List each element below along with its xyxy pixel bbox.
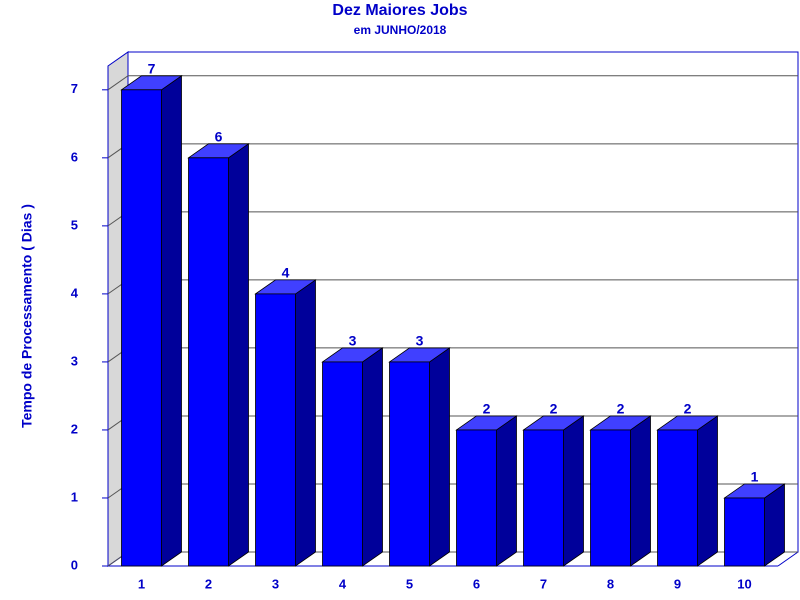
bar-face xyxy=(389,361,430,567)
bar xyxy=(321,347,384,567)
x-tick-label: 7 xyxy=(540,576,547,591)
bar-face xyxy=(697,415,718,567)
value-label: 1 xyxy=(751,469,759,485)
bar-face xyxy=(456,429,497,567)
x-tick-label: 4 xyxy=(339,576,347,591)
bar-face xyxy=(255,293,296,567)
y-tick-label: 4 xyxy=(71,285,79,300)
bar xyxy=(388,347,451,567)
bar xyxy=(589,415,652,567)
bar-face xyxy=(322,361,363,567)
y-tick-label: 2 xyxy=(71,421,78,436)
bar-face xyxy=(295,279,316,567)
bar-face xyxy=(188,157,229,567)
y-tick-label: 6 xyxy=(71,149,78,164)
bar xyxy=(455,415,518,567)
value-label: 4 xyxy=(282,265,290,281)
grid-line xyxy=(107,75,129,91)
x-tick-label: 9 xyxy=(674,576,681,591)
bar xyxy=(522,415,585,567)
y-tick-label: 3 xyxy=(71,353,78,368)
bar xyxy=(120,75,183,567)
bar-face xyxy=(228,143,249,567)
bar-face xyxy=(121,89,162,567)
bar-face xyxy=(523,429,564,567)
y-tick-label: 0 xyxy=(71,557,78,572)
bar-face xyxy=(657,429,698,567)
x-tick-label: 5 xyxy=(406,576,413,591)
x-tick-label: 8 xyxy=(607,576,614,591)
y-tick-label: 5 xyxy=(71,217,78,232)
value-label: 2 xyxy=(617,401,625,417)
value-label: 2 xyxy=(550,401,558,417)
value-label: 2 xyxy=(483,401,491,417)
y-tick-label: 1 xyxy=(71,489,78,504)
value-label: 2 xyxy=(684,401,692,417)
chart-title: Dez Maiores Jobs xyxy=(332,2,467,19)
value-label: 6 xyxy=(215,129,223,145)
x-tick-label: 6 xyxy=(473,576,480,591)
bar-face xyxy=(630,415,651,567)
bar xyxy=(187,143,250,567)
x-tick-label: 10 xyxy=(737,576,751,591)
floor-edge xyxy=(777,551,799,567)
x-tick-label: 2 xyxy=(205,576,212,591)
y-axis-label: Tempo de Processamento ( Dias ) xyxy=(19,204,35,428)
bar-face xyxy=(496,415,517,567)
bar xyxy=(254,279,317,567)
value-label: 7 xyxy=(148,61,156,77)
bar-face xyxy=(724,497,765,567)
value-label: 3 xyxy=(416,333,424,349)
bar-face xyxy=(161,75,182,567)
bar xyxy=(656,415,719,567)
x-tick-label: 1 xyxy=(138,576,145,591)
bar xyxy=(723,483,786,567)
bar-face xyxy=(590,429,631,567)
chart-subtitle: em JUNHO/2018 xyxy=(354,23,447,37)
bar-face xyxy=(429,347,450,567)
bar-face xyxy=(563,415,584,567)
value-label: 3 xyxy=(349,333,357,349)
y-tick-label: 7 xyxy=(71,81,78,96)
bar-face xyxy=(362,347,383,567)
x-tick-label: 3 xyxy=(272,576,279,591)
